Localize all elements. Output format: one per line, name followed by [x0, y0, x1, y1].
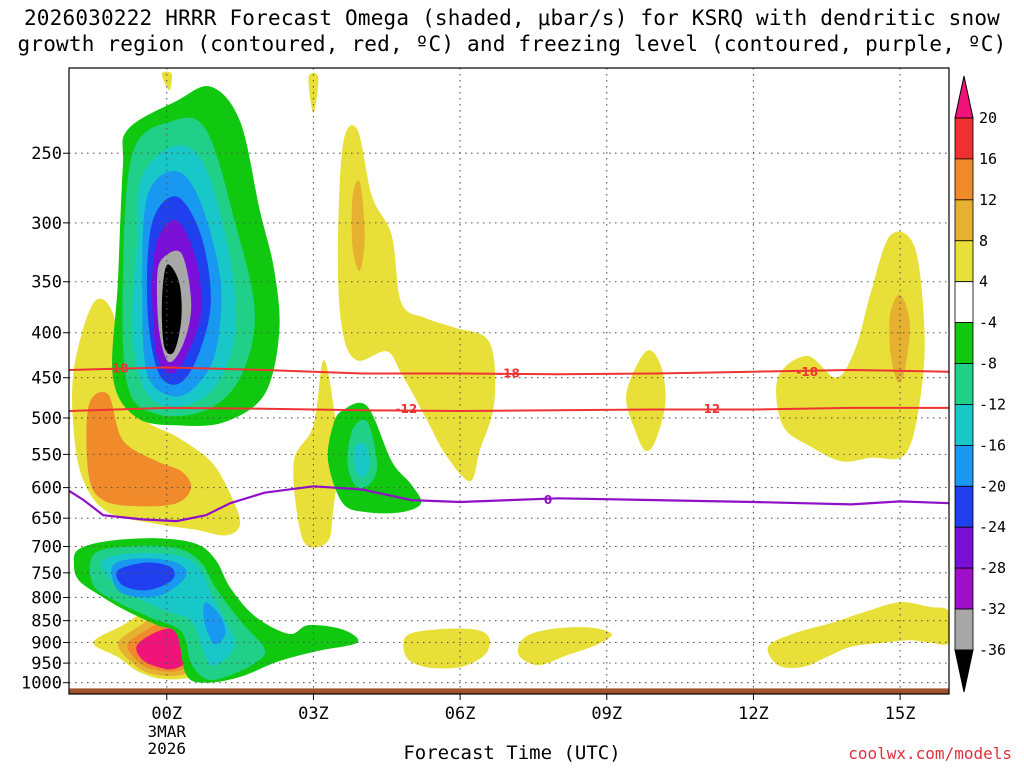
x-tick-label-00Z: 00Z — [151, 704, 182, 724]
x-axis-label: Forecast Time (UTC) — [403, 742, 621, 764]
freezing-level-line — [69, 485, 949, 523]
colorbar-segment-2 — [954, 158, 974, 201]
y-tick-label-1000: 1000 — [21, 674, 62, 694]
colorbar-label--24: -24 — [979, 518, 1006, 536]
y-tick-label-300: 300 — [31, 214, 62, 234]
isotherm-minus18-line — [69, 366, 949, 376]
y-tick-label-500: 500 — [31, 409, 62, 429]
colorbar-segment-9 — [954, 444, 974, 487]
contour-label--12: -12 — [699, 402, 721, 416]
x-tick-label-09Z: 09Z — [591, 704, 622, 724]
y-tick-label-450: 450 — [31, 369, 62, 389]
y-tick-label-600: 600 — [31, 479, 62, 499]
omega-region-upper-black — [161, 264, 182, 355]
colorbar-label-16: 16 — [979, 150, 997, 168]
omega-region-orange-04z — [351, 180, 365, 271]
colorbar-label--36: -36 — [979, 641, 1006, 659]
colorbar-label--32: -32 — [979, 600, 1006, 618]
chart-title-line-1: 2026030222 HRRR Forecast Omega (shaded, … — [23, 6, 1001, 30]
x-date-label-month: 3MAR — [148, 722, 187, 741]
colorbar-label-4: 4 — [979, 273, 988, 291]
ground-surface-band — [69, 688, 949, 694]
colorbar-label--8: -8 — [979, 355, 997, 373]
colorbar-bottom-arrow — [954, 649, 974, 693]
isotherm-minus12-line — [69, 406, 949, 413]
colorbar-label--16: -16 — [979, 436, 1006, 454]
colorbar-segment-10 — [954, 485, 974, 528]
omega-region-lower-blue — [116, 562, 175, 591]
omega-region-pink-lower-blob — [136, 628, 190, 670]
omega-region-yellow-08z-low — [517, 627, 612, 666]
colorbar-label--12: -12 — [979, 395, 1006, 413]
contour-label-0: 0 — [544, 493, 552, 507]
plot-frame — [68, 67, 950, 695]
y-tick-label-900: 900 — [31, 633, 62, 653]
colorbar-segment-8 — [954, 404, 974, 446]
y-tick-label-400: 400 — [31, 324, 62, 344]
x-tick-label-03Z: 03Z — [298, 704, 329, 724]
y-tick-label-350: 350 — [31, 273, 62, 293]
colorbar-label-12: 12 — [979, 191, 997, 209]
x-tick-label-15Z: 15Z — [885, 704, 916, 724]
omega-region-orange-left — [86, 391, 192, 507]
y-tick-label-700: 700 — [31, 537, 62, 557]
colorbar-segment-6 — [954, 322, 974, 364]
colorbar-segment-1 — [954, 117, 974, 160]
colorbar-top-arrow — [954, 75, 974, 119]
y-tick-label-550: 550 — [31, 445, 62, 465]
x-date-label-year: 2026 — [148, 739, 187, 758]
chart-title-line-2: growth region (contoured, red, ºC) and f… — [17, 32, 1007, 56]
y-tick-label-950: 950 — [31, 654, 62, 674]
omega-region-freezing-cyan-blob — [353, 442, 370, 478]
omega-region-yellow-06z-low — [403, 628, 491, 669]
omega-region-yellow-right-low — [767, 602, 949, 668]
contour-label--18: -18 — [796, 365, 818, 379]
colorbar-segment-3 — [954, 199, 974, 242]
colorbar-label--28: -28 — [979, 559, 1006, 577]
colorbar-segment-4 — [954, 240, 974, 283]
colorbar-label--4: -4 — [979, 314, 997, 332]
omega-region-lower-lightblue-2 — [203, 602, 226, 645]
colorbar-segment-11 — [954, 526, 974, 569]
y-tick-label-800: 800 — [31, 588, 62, 608]
colorbar-segment-12 — [954, 567, 974, 610]
colorbar-segment-5 — [954, 281, 974, 324]
omega-region-yellow-04z-tower — [337, 125, 496, 482]
colorbar-label-8: 8 — [979, 232, 988, 250]
colorbar-segment-7 — [954, 363, 974, 405]
source-credit: coolwx.com/models — [848, 744, 1012, 763]
omega-region-yellow-right-tower — [776, 231, 925, 462]
omega-region-yellow-10z — [626, 350, 666, 452]
colorbar-label-20: 20 — [979, 109, 997, 127]
y-tick-label-250: 250 — [31, 144, 62, 164]
x-tick-label-06Z: 06Z — [445, 704, 476, 724]
y-tick-label-650: 650 — [31, 509, 62, 529]
colorbar-label--20: -20 — [979, 477, 1006, 495]
contour-label--18: -18 — [498, 367, 520, 381]
y-tick-label-850: 850 — [31, 612, 62, 632]
x-tick-label-12Z: 12Z — [738, 704, 769, 724]
contour-label--12: -12 — [395, 402, 417, 416]
y-tick-label-750: 750 — [31, 564, 62, 584]
contour-label--18: -18 — [107, 361, 129, 375]
colorbar-segment-13 — [954, 608, 974, 651]
